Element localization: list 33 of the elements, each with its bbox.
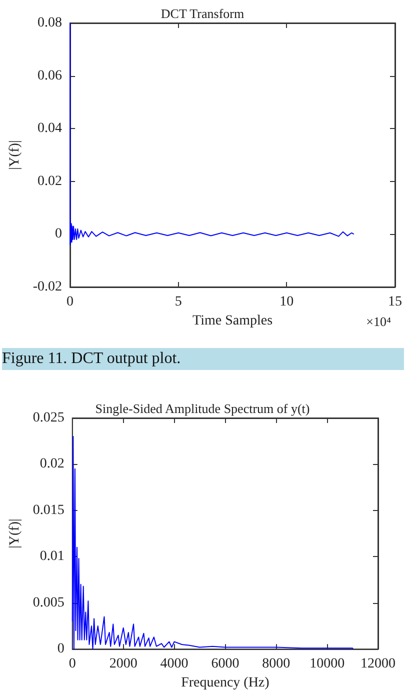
y-tick-label: 0.005: [32, 595, 64, 610]
x-tick-label: 5: [174, 294, 182, 310]
text: ×10⁴: [366, 314, 392, 329]
chart-title: DCT Transform: [160, 6, 244, 21]
x-tick-label: 15: [388, 294, 402, 310]
x-axis-title: Time Samples: [192, 313, 273, 328]
y-axis-title: |Y(f)|: [8, 140, 22, 170]
y-tick-label: 0.06: [38, 68, 62, 84]
y-tick-label: 0.04: [38, 121, 62, 136]
y-tick-label: 0.015: [32, 502, 64, 518]
line-series: [70, 22, 354, 246]
y-tick-label: 0.08: [38, 16, 62, 30]
y-tick-label: 0.025: [32, 410, 64, 426]
y-tick-label: 0.01: [40, 549, 64, 564]
line-series: [72, 436, 354, 650]
y-tick-label: -0.02: [32, 280, 62, 294]
y-axis-title: |Y(f)|: [8, 518, 22, 548]
x-tick-label: 0: [66, 294, 74, 310]
x-tick-label: 10000: [310, 656, 345, 672]
y-tick-label: 0.02: [38, 174, 62, 189]
y-tick-label: 0: [57, 642, 64, 657]
x-axis-title: Frequency (Hz): [181, 676, 270, 690]
x-tick-label: 4000: [160, 656, 188, 672]
caption: Figure 11. DCT output plot.: [2, 348, 404, 370]
x-tick-label: 6000: [211, 656, 240, 672]
x-tick-label: 0: [68, 656, 76, 672]
y-tick-label: 0: [55, 226, 62, 242]
x-tick-label: 10: [280, 294, 294, 310]
x-tick-label: 8000: [262, 656, 290, 672]
y-tick-label: 0.02: [40, 456, 64, 472]
chart-title: Single-Sided Amplitude Spectrum of y(t): [95, 401, 310, 416]
x-tick-label: 2000: [109, 656, 138, 672]
x-tick-label: 12000: [360, 656, 396, 672]
